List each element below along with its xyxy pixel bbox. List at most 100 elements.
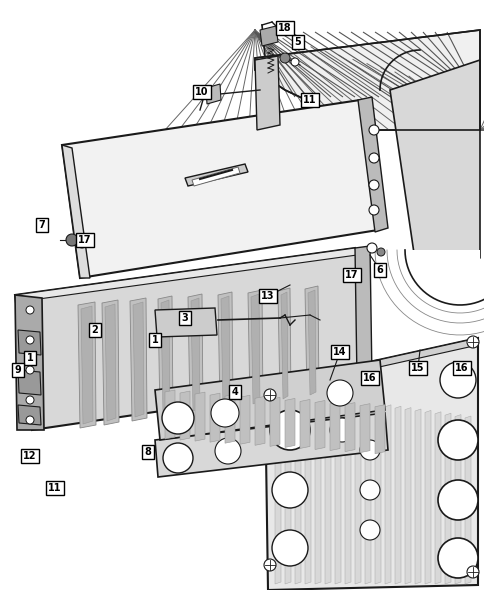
Circle shape [26, 366, 34, 374]
Polygon shape [444, 413, 450, 584]
Circle shape [290, 58, 298, 66]
Polygon shape [434, 412, 440, 584]
Polygon shape [15, 248, 371, 430]
Polygon shape [324, 396, 330, 584]
Polygon shape [195, 392, 205, 441]
Text: 7: 7 [39, 220, 45, 230]
Polygon shape [184, 164, 247, 186]
Polygon shape [414, 409, 420, 584]
Polygon shape [18, 405, 41, 425]
Polygon shape [404, 250, 484, 305]
Text: 11: 11 [302, 95, 316, 105]
Text: 2: 2 [91, 325, 98, 335]
Circle shape [437, 480, 477, 520]
Polygon shape [221, 296, 229, 407]
Circle shape [368, 153, 378, 163]
Polygon shape [155, 413, 387, 477]
Polygon shape [78, 302, 96, 428]
Circle shape [439, 362, 475, 398]
Polygon shape [62, 100, 377, 278]
Polygon shape [264, 338, 477, 392]
Circle shape [263, 389, 275, 401]
Circle shape [368, 180, 378, 190]
Polygon shape [130, 298, 147, 421]
Text: 10: 10 [195, 87, 208, 97]
Circle shape [214, 438, 241, 464]
Text: 1: 1 [151, 335, 158, 345]
Circle shape [66, 234, 78, 246]
Polygon shape [81, 306, 93, 424]
Circle shape [359, 440, 379, 460]
Circle shape [26, 306, 34, 314]
Circle shape [26, 416, 34, 424]
Polygon shape [206, 84, 221, 104]
Polygon shape [394, 406, 400, 584]
Polygon shape [374, 404, 380, 584]
Polygon shape [294, 392, 301, 584]
Polygon shape [255, 396, 264, 445]
Polygon shape [15, 248, 356, 302]
Circle shape [77, 238, 87, 248]
Text: 15: 15 [410, 363, 424, 373]
Polygon shape [329, 402, 339, 451]
Polygon shape [161, 300, 170, 414]
Polygon shape [155, 360, 384, 440]
Text: 5: 5 [294, 37, 301, 47]
Text: 9: 9 [15, 365, 21, 375]
Text: 16: 16 [454, 363, 468, 373]
Circle shape [329, 418, 353, 442]
Text: 13: 13 [261, 291, 274, 301]
Polygon shape [155, 308, 216, 337]
Polygon shape [247, 290, 262, 408]
Polygon shape [255, 56, 279, 130]
Circle shape [437, 420, 477, 460]
Polygon shape [314, 395, 320, 584]
Text: 17: 17 [78, 235, 91, 245]
Polygon shape [384, 405, 390, 584]
Circle shape [272, 530, 307, 566]
Polygon shape [225, 394, 235, 443]
Text: 1: 1 [27, 353, 33, 363]
Polygon shape [62, 145, 90, 278]
Polygon shape [165, 390, 175, 439]
Polygon shape [133, 302, 144, 417]
Polygon shape [251, 294, 259, 404]
Circle shape [359, 520, 379, 540]
Polygon shape [354, 246, 371, 380]
Polygon shape [255, 30, 479, 130]
Polygon shape [192, 167, 240, 186]
Polygon shape [105, 304, 116, 421]
Polygon shape [285, 391, 290, 584]
Circle shape [163, 443, 193, 473]
Circle shape [162, 402, 194, 434]
Polygon shape [102, 300, 119, 425]
Text: 16: 16 [363, 373, 376, 383]
Polygon shape [344, 402, 354, 451]
Circle shape [263, 559, 275, 571]
Polygon shape [280, 292, 287, 399]
Polygon shape [304, 286, 318, 399]
Polygon shape [210, 393, 220, 442]
Polygon shape [314, 401, 324, 450]
Polygon shape [300, 399, 309, 448]
Polygon shape [374, 405, 384, 454]
Polygon shape [188, 294, 203, 415]
Circle shape [272, 472, 307, 508]
Circle shape [279, 53, 289, 63]
Polygon shape [191, 298, 199, 411]
Polygon shape [424, 411, 430, 584]
Polygon shape [404, 408, 410, 584]
Circle shape [368, 205, 378, 215]
Polygon shape [334, 398, 340, 584]
Circle shape [437, 538, 477, 578]
Circle shape [366, 243, 376, 253]
Circle shape [26, 336, 34, 344]
Polygon shape [344, 399, 350, 584]
Polygon shape [454, 415, 460, 584]
Polygon shape [264, 338, 477, 590]
Text: 11: 11 [48, 483, 61, 493]
Polygon shape [180, 391, 190, 440]
Text: 4: 4 [231, 387, 238, 397]
Polygon shape [285, 398, 294, 447]
Polygon shape [277, 288, 290, 403]
